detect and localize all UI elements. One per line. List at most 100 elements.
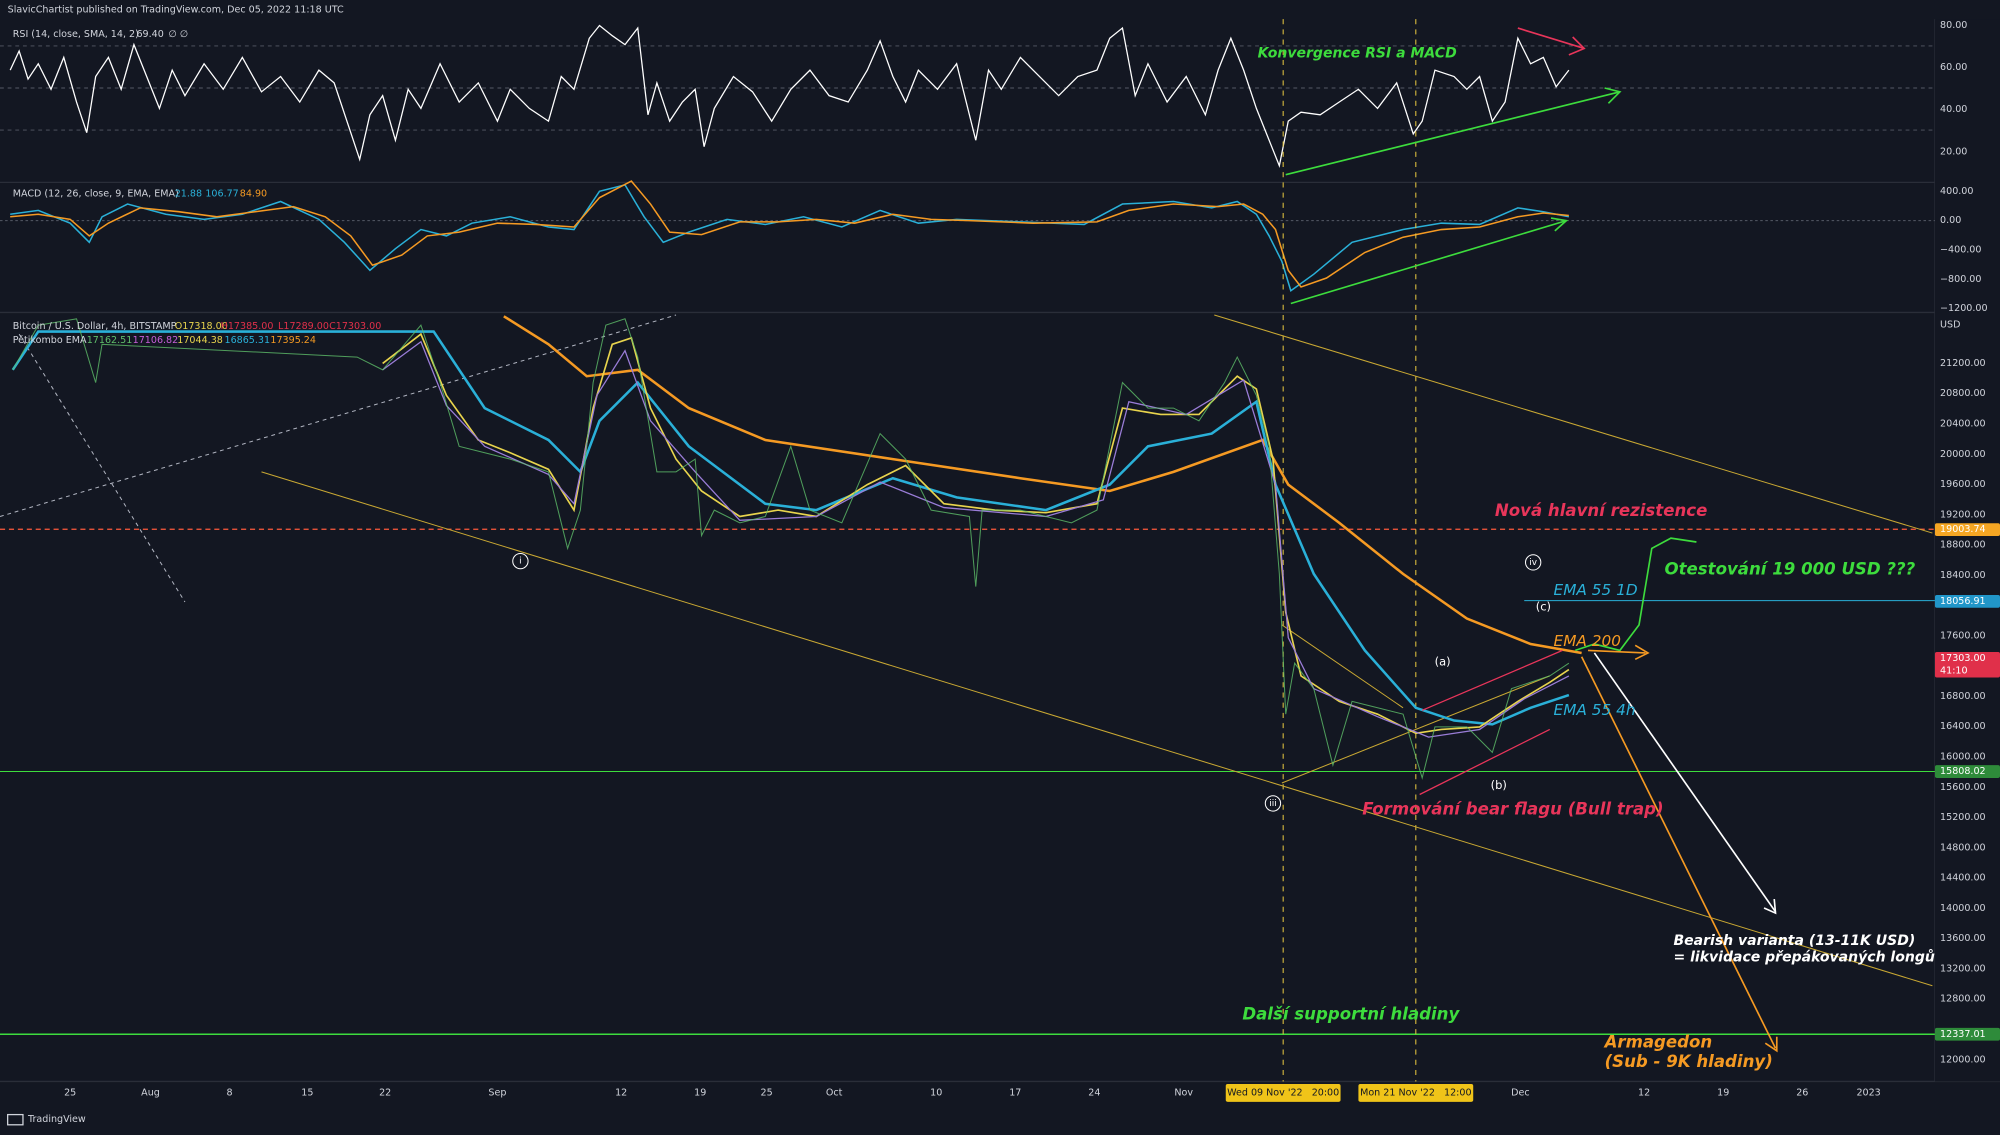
price-axis-label: 15200.00 (1940, 812, 1986, 823)
time-axis-label: 26 (1796, 1087, 1808, 1098)
ema-value: 17106.82 (133, 335, 179, 346)
cursor-time-label: Mon 21 Nov '22 12:00 (1360, 1087, 1471, 1098)
macd-value: 84.90 (240, 188, 267, 199)
time-axis-label: 19 (1717, 1087, 1729, 1098)
price-axis-label: 12000.00 (1940, 1054, 1986, 1065)
macd-value: 106.77 (205, 188, 238, 199)
macd-axis-label: −800.00 (1940, 274, 1981, 285)
time-axis-label: Nov (1174, 1087, 1193, 1098)
ohlc-value: O17318.00 (175, 321, 228, 332)
channel (261, 314, 1933, 987)
wave-label: iv (1529, 558, 1537, 568)
annotation: EMA 200 (1554, 632, 1621, 650)
price-axis-label: 19200.00 (1940, 509, 1986, 520)
price-axis-label: 17600.00 (1940, 630, 1986, 641)
trend-dashed (0, 314, 677, 603)
time-axis-label: Aug (141, 1087, 160, 1098)
ohlc-value: C17303.00 (329, 321, 381, 332)
ohlc-value: L17289.00 (278, 321, 329, 332)
ema-mid (382, 340, 1570, 738)
time-axis-label: 19 (694, 1087, 706, 1098)
macd-axis-label: −400.00 (1940, 244, 1981, 255)
ema-value: 17044.38 (177, 335, 223, 346)
annotation: Armagedon (1603, 1033, 1713, 1052)
macd-axis-label: −1200.00 (1940, 303, 1987, 314)
cursor-time-label: Wed 09 Nov '22 20:00 (1227, 1087, 1339, 1098)
symbol-legend: Bitcoin / U.S. Dollar, 4h, BITSTAMP (13, 321, 177, 332)
cursor-time-box (1225, 1083, 1341, 1102)
wave-label: (b) (1491, 778, 1507, 792)
price-axis-label: 20000.00 (1940, 449, 1986, 460)
price-axis-label: 20400.00 (1940, 419, 1986, 430)
price-axis-label: 19600.00 (1940, 479, 1986, 490)
ohlc-value: H17385.00 (221, 321, 274, 332)
rsi-axis-label: 20.00 (1940, 146, 1967, 157)
price-axis-label: 21200.00 (1940, 358, 1986, 369)
ema-legend: Pětikombo EMA (13, 335, 87, 346)
price-axis-label: 13200.00 (1940, 963, 1986, 974)
time-axis-label: 12 (615, 1087, 627, 1098)
price-tag-countdown: 41:10 (1940, 666, 1968, 677)
rsi-axis-label: 60.00 (1940, 62, 1967, 73)
price-tag-label: 19003.74 (1940, 524, 1986, 535)
macd-lines (10, 180, 1570, 293)
price-candles (12, 318, 1570, 780)
annotation: EMA 55 4h (1554, 701, 1636, 719)
annotation: EMA 55 1D (1554, 581, 1638, 599)
cursor-lines (1282, 19, 1417, 1082)
price-tag-label: 12337.01 (1940, 1029, 1986, 1040)
time-axis-label: Dec (1511, 1087, 1529, 1098)
annotation: Otestování 19 000 USD ??? (1665, 560, 1916, 579)
wave-label: (c) (1536, 600, 1551, 614)
macd-axis-label: 0.00 (1940, 215, 1961, 226)
time-axis-label: 15 (301, 1087, 313, 1098)
price-axis-label: 16400.00 (1940, 721, 1986, 732)
annotation: Nová hlavní rezistence (1495, 501, 1707, 520)
price-axis-label: 18400.00 (1940, 570, 1986, 581)
rsi-line (9, 24, 1570, 169)
rsi-axis-label: 40.00 (1940, 104, 1967, 115)
time-axis-label: 25 (64, 1087, 76, 1098)
price-axis-label: 15600.00 (1940, 782, 1986, 793)
price-tag-label: 18056.91 (1940, 596, 1986, 607)
macd-legend: MACD (12, 26, close, 9, EMA, EMA) (13, 188, 179, 199)
macd-axis-label: 400.00 (1940, 186, 1973, 197)
price-tag-label: 15808.02 (1940, 766, 1986, 777)
annotation: Další supportní hladiny (1242, 1005, 1460, 1024)
wave-label: (a) (1435, 654, 1451, 668)
rsi-axis-label: 80.00 (1940, 20, 1967, 31)
annotation: Konvergence RSI a MACD (1258, 46, 1457, 62)
wave-label: iii (1269, 799, 1276, 809)
arrows (1285, 27, 1778, 1053)
price-axis-label: 13600.00 (1940, 933, 1986, 944)
price-axis-label: 12800.00 (1940, 994, 1986, 1005)
ema-55 (11, 330, 1570, 726)
wave-circles (512, 552, 1542, 812)
rsi-value: 69.40 (136, 29, 163, 40)
time-axis-label: 17 (1009, 1087, 1021, 1098)
rsi-guides (0, 45, 1935, 222)
time-axis-label: 2023 (1856, 1087, 1880, 1098)
time-axis-label: 8 (227, 1087, 233, 1098)
bearish-note: Bearish varianta (13-11K USD) (1673, 933, 1915, 949)
ema-value: 16865.31 (224, 335, 270, 346)
wave-label: i (519, 557, 521, 567)
ema-fast (382, 332, 1570, 735)
time-axis-label: 24 (1088, 1087, 1100, 1098)
price-tag (1934, 652, 2000, 678)
price-axis-label: 18800.00 (1940, 540, 1986, 551)
bearish-note: = likvidace přepákovaných longů (1673, 949, 1934, 966)
bear-flag (1419, 649, 1563, 796)
macd-value: 21.88 (175, 188, 202, 199)
price-tag (1934, 594, 2000, 608)
ema-value: 17162.51 (87, 335, 133, 346)
ema-200 (503, 315, 1582, 655)
time-axis-label: 12 (1638, 1087, 1650, 1098)
price-axis-label: 14000.00 (1940, 903, 1986, 914)
annotation: Formování bear flagu (Bull trap) (1362, 799, 1663, 818)
price-tag (1934, 1027, 2000, 1041)
time-axis-label: 10 (930, 1087, 942, 1098)
annotation: (Sub - 9K hladiny) (1605, 1052, 1773, 1071)
